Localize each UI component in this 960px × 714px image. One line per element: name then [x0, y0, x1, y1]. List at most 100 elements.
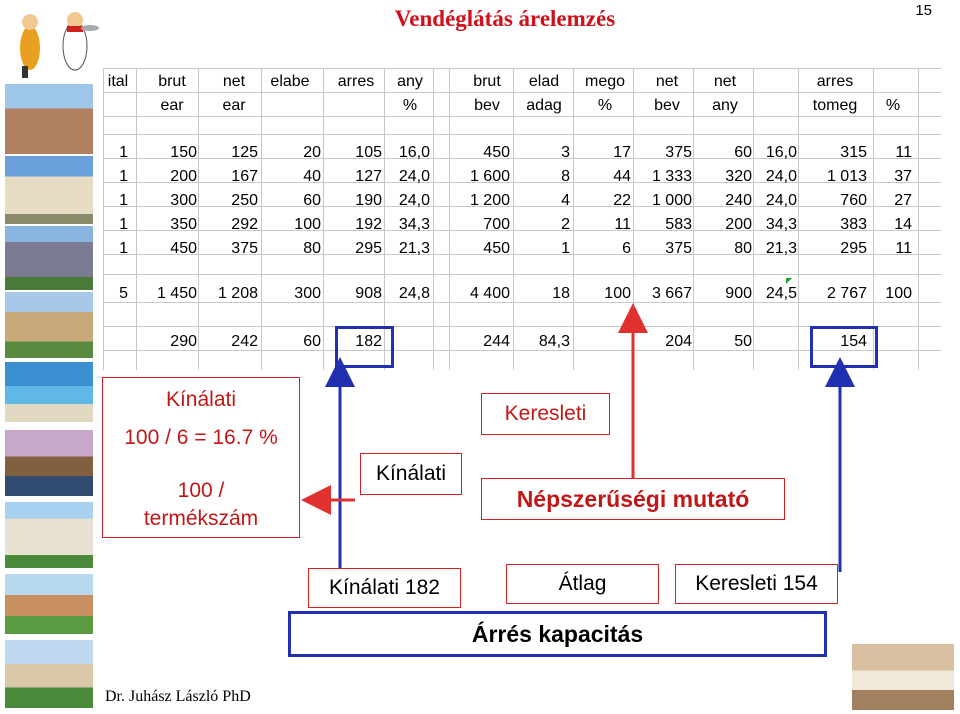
table-cell: 127 — [355, 168, 382, 185]
table-cell: 37 — [894, 168, 912, 185]
table-cell: 375 — [231, 240, 258, 257]
table-cell: 24,0 — [765, 168, 797, 185]
kinalati-title: Kínálati — [165, 388, 237, 411]
table-cell: 17 — [613, 144, 631, 161]
table-cell: 80 — [303, 240, 321, 257]
table-cell: 295 — [840, 240, 867, 257]
slide-title: Vendéglátás árelemzés — [394, 6, 616, 31]
table-average-cell: 244 — [483, 333, 510, 350]
table-cell: 27 — [894, 192, 912, 209]
table-total-cell: 18 — [552, 285, 570, 302]
kinalati-label-box: Kínálati — [360, 453, 462, 495]
table-cell: 200 — [170, 168, 197, 185]
table-cell: 21,3 — [398, 240, 430, 257]
resort-photo — [5, 502, 93, 568]
table-average-cell: 84,3 — [538, 333, 570, 350]
table-cell: 1 — [119, 168, 128, 185]
arres-kapacitas-box: Árrés kapacitás — [288, 611, 827, 657]
table-cell: 1 200 — [469, 192, 510, 209]
building-photo-3 — [5, 292, 93, 358]
table-cell: 11 — [614, 216, 631, 233]
table-cell: 11 — [895, 240, 912, 257]
table-header-cell: ear — [160, 97, 184, 114]
pool-photo — [5, 362, 93, 422]
table-cell: 350 — [170, 216, 197, 233]
kinalati-general-formula: 100 / termékszám — [143, 479, 259, 530]
table-average-cell: 290 — [170, 333, 197, 350]
table-header-cell: bev — [474, 97, 500, 114]
table-cell: 2 — [561, 216, 570, 233]
table-cell: 22 — [613, 192, 631, 209]
table-header-cell: ital — [107, 73, 129, 90]
table-average-cell: 50 — [734, 333, 752, 350]
table-total-cell: 5 — [119, 285, 128, 302]
table-header-cell: % — [402, 97, 418, 114]
table-cell: 1 013 — [826, 168, 867, 185]
table-cell: 6 — [622, 240, 631, 257]
table-total-cell: 100 — [885, 285, 912, 302]
table-cell: 383 — [840, 216, 867, 233]
table-cell: 14 — [894, 216, 912, 233]
keresleti-label-box: Keresleti — [481, 393, 610, 435]
table-cell: 16,0 — [398, 144, 430, 161]
table-cell: 40 — [303, 168, 321, 185]
table-cell: 21,3 — [765, 240, 797, 257]
table-cell: 1 — [119, 144, 128, 161]
table-cell: 250 — [231, 192, 258, 209]
highlight-182-box — [335, 326, 394, 368]
table-cell: 105 — [355, 144, 382, 161]
table-cell: 295 — [355, 240, 382, 257]
table-header-cell: ear — [222, 97, 246, 114]
table-total-cell: 1 450 — [156, 285, 197, 302]
author-credit: Dr. Juhász László PhD — [105, 688, 251, 705]
table-total-cell: 100 — [604, 285, 631, 302]
table-average-cell: 242 — [231, 333, 258, 350]
table-cell: 4 — [561, 192, 570, 209]
table-cell: 375 — [665, 240, 692, 257]
table-header-cell: brut — [158, 73, 186, 90]
table-cell: 34,3 — [765, 216, 797, 233]
table-header-cell: arres — [337, 73, 375, 90]
kinalati-formula-box: Kínálati 100 / 6 = 16.7 % — [102, 377, 300, 469]
table-header-cell: adag — [526, 97, 562, 114]
table-cell: 11 — [895, 144, 912, 161]
hotel-photo — [5, 226, 93, 290]
table-header-cell: % — [597, 97, 613, 114]
table-cell: 583 — [665, 216, 692, 233]
table-cell: 1 — [561, 240, 570, 257]
kinalati-182-box: Kínálati 182 — [308, 568, 461, 608]
keresleti-154-box: Keresleti 154 — [675, 564, 838, 604]
table-cell: 192 — [355, 216, 382, 233]
table-header-cell: any — [397, 73, 423, 90]
table-average-cell: 154 — [840, 333, 867, 350]
table-cell: 760 — [840, 192, 867, 209]
table-total-cell: 900 — [725, 285, 752, 302]
table-cell: 24,0 — [398, 168, 430, 185]
table-cell: 44 — [613, 168, 631, 185]
waiter-clipart-icon — [20, 12, 99, 78]
table-cell: 1 — [119, 216, 128, 233]
table-header-cell: mego — [584, 73, 626, 90]
table-header-cell: net — [655, 73, 679, 90]
table-average-cell: 204 — [665, 333, 692, 350]
bridge-photo — [5, 430, 93, 496]
table-cell: 1 — [119, 192, 128, 209]
table-total-cell: 2 767 — [826, 285, 867, 302]
table-header-cell: bev — [654, 97, 680, 114]
table-header-cell: brut — [473, 73, 501, 90]
termekszam-box: 100 / termékszám — [102, 467, 300, 538]
table-header-cell: arres — [816, 73, 854, 90]
table-cell: 24,0 — [398, 192, 430, 209]
table-header-cell: elad — [528, 73, 560, 90]
table-cell: 320 — [725, 168, 752, 185]
table-cell: 450 — [170, 240, 197, 257]
table-cell: 8 — [561, 168, 570, 185]
table-cell: 375 — [665, 144, 692, 161]
table-cell: 200 — [725, 216, 752, 233]
table-cell: 450 — [483, 240, 510, 257]
table-cell: 1 000 — [651, 192, 692, 209]
table-total-cell: 4 400 — [469, 285, 510, 302]
table-cell: 150 — [170, 144, 197, 161]
table-header-cell: net — [222, 73, 246, 90]
table-header-cell: net — [713, 73, 737, 90]
